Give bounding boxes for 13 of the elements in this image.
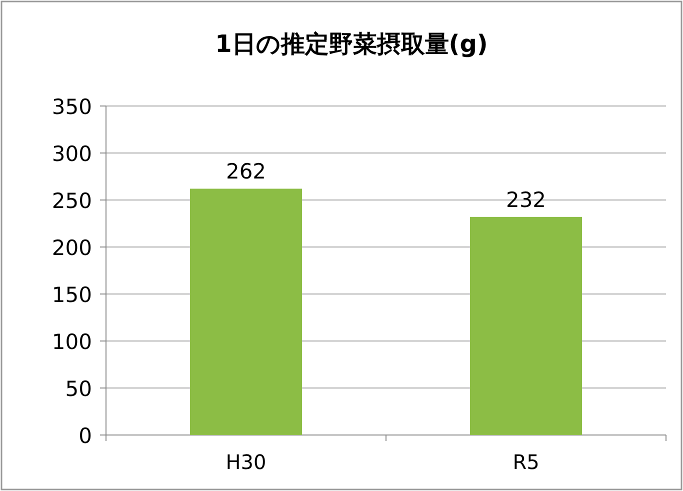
y-tick-label: 0 (78, 424, 92, 448)
data-label: 232 (506, 188, 546, 212)
y-tick-label: 200 (52, 236, 92, 260)
y-tick-label: 250 (52, 189, 92, 213)
y-tick-label: 50 (65, 377, 92, 401)
y-tick-label: 350 (52, 95, 92, 119)
y-tick-label: 150 (52, 283, 92, 307)
x-tick-label: H30 (226, 450, 266, 474)
x-tick-label: R5 (512, 450, 540, 474)
chart-title: 1日の推定野菜摂取量(g) (215, 30, 488, 58)
y-tick-label: 100 (52, 330, 92, 354)
data-label: 262 (226, 160, 266, 184)
y-tick-label: 300 (52, 142, 92, 166)
